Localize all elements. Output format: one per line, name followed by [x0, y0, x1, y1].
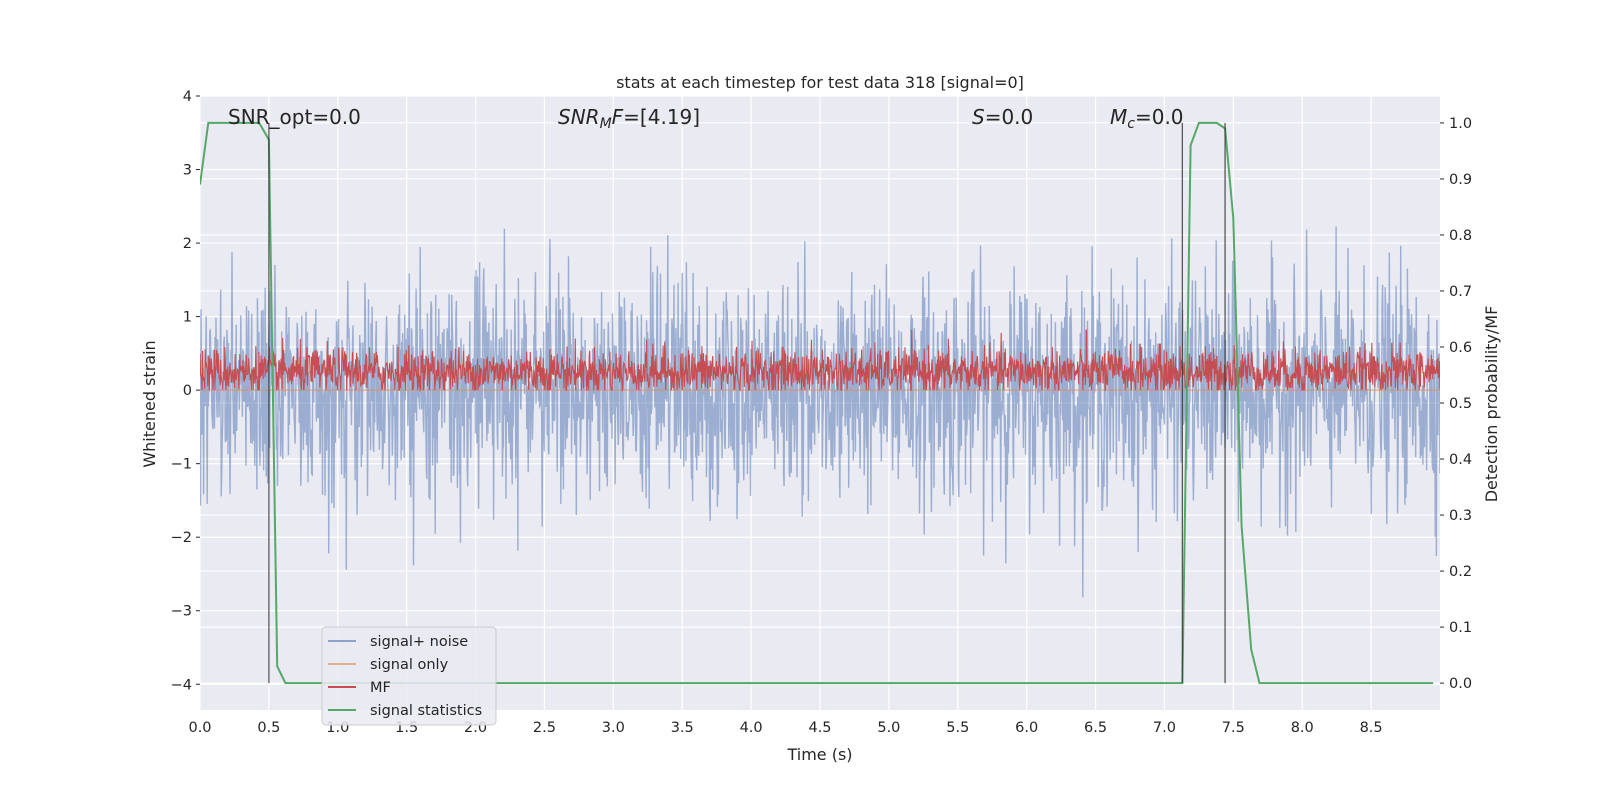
y-left-tick-label: −2 [171, 530, 192, 546]
y-left-tick-label: −3 [171, 604, 192, 620]
y-axis-label-right: Detection probability/MF [1482, 306, 1501, 503]
y-left-tick-label: 3 [183, 163, 192, 179]
y-left-tick-labels: 4 3 2 1 0 −1 −2 −3 −4 [171, 89, 200, 693]
x-tick-label: 3.0 [602, 720, 625, 736]
series-signal-statistics [200, 121, 1434, 685]
series-layer [200, 121, 1440, 685]
y-right-tick-label: 0.6 [1449, 340, 1472, 356]
y-left-tick-label: 1 [183, 310, 192, 326]
x-tick-label: 8.0 [1291, 720, 1314, 736]
x-tick-label: 0.0 [188, 720, 211, 736]
y-right-tick-label: 0.4 [1449, 452, 1472, 468]
x-axis-label: Time (s) [786, 745, 852, 764]
legend-label: signal only [370, 657, 449, 673]
y-left-tick-label: 4 [183, 89, 192, 105]
chart-title: stats at each timestep for test data 318… [616, 73, 1024, 92]
x-tick-label: 4.0 [740, 720, 763, 736]
x-tick-label: 6.5 [1084, 720, 1107, 736]
y-right-tick-label: 0.1 [1449, 620, 1472, 636]
legend-label: MF [370, 680, 391, 696]
legend-label: signal+ noise [370, 634, 468, 650]
y-right-tick-label: 0.9 [1449, 172, 1472, 188]
legend-box [321, 626, 497, 726]
y-left-tick-label: 2 [183, 236, 192, 252]
legend: signal+ noise signal only MF signal statist… [321, 626, 497, 726]
x-tick-label: 7.5 [1222, 720, 1245, 736]
y-left-tick-label: −1 [171, 457, 192, 473]
y-right-tick-label: 0.0 [1449, 676, 1472, 692]
x-tick-label: 3.5 [671, 720, 694, 736]
x-tick-label: 0.5 [257, 720, 280, 736]
y-axis-label-left: Whitened strain [140, 340, 159, 467]
series-mf [200, 329, 1440, 392]
annotation-snr-opt: SNR_opt=0.0 [228, 105, 361, 129]
annotation-snr-mf: SNRMF=[4.19] [558, 105, 700, 132]
annotation-s: S=0.0 [972, 105, 1033, 129]
y-right-tick-label: 0.8 [1449, 228, 1472, 244]
y-right-tick-label: 1.0 [1449, 116, 1472, 132]
x-tick-label: 7.0 [1153, 720, 1176, 736]
x-tick-labels: 0.0 0.5 1.0 1.5 2.0 2.5 3.0 3.5 4.0 4.5 5.0 5.5 6.0 6… [188, 720, 1382, 736]
y-right-tick-labels: 1.0 0.9 0.8 0.7 0.6 0.5 0.4 0.3 0.2 0.1 0.0 [1440, 116, 1472, 692]
x-tick-label: 4.5 [808, 720, 831, 736]
x-tick-label: 2.5 [533, 720, 556, 736]
y-right-tick-label: 0.3 [1449, 508, 1472, 524]
y-left-tick-label: 0 [183, 383, 192, 399]
annotation-mc: Mc=0.0 [1110, 105, 1184, 132]
x-tick-label: 5.0 [877, 720, 900, 736]
x-tick-label: 8.5 [1360, 720, 1383, 736]
legend-label: signal statistics [370, 703, 482, 719]
y-right-tick-label: 0.7 [1449, 284, 1472, 300]
y-left-tick-label: −4 [171, 677, 192, 693]
y-right-tick-label: 0.2 [1449, 564, 1472, 580]
y-right-tick-label: 0.5 [1449, 396, 1472, 412]
x-tick-label: 6.0 [1015, 720, 1038, 736]
vertical-markers [268, 122, 1226, 684]
x-tick-label: 5.5 [946, 720, 969, 736]
